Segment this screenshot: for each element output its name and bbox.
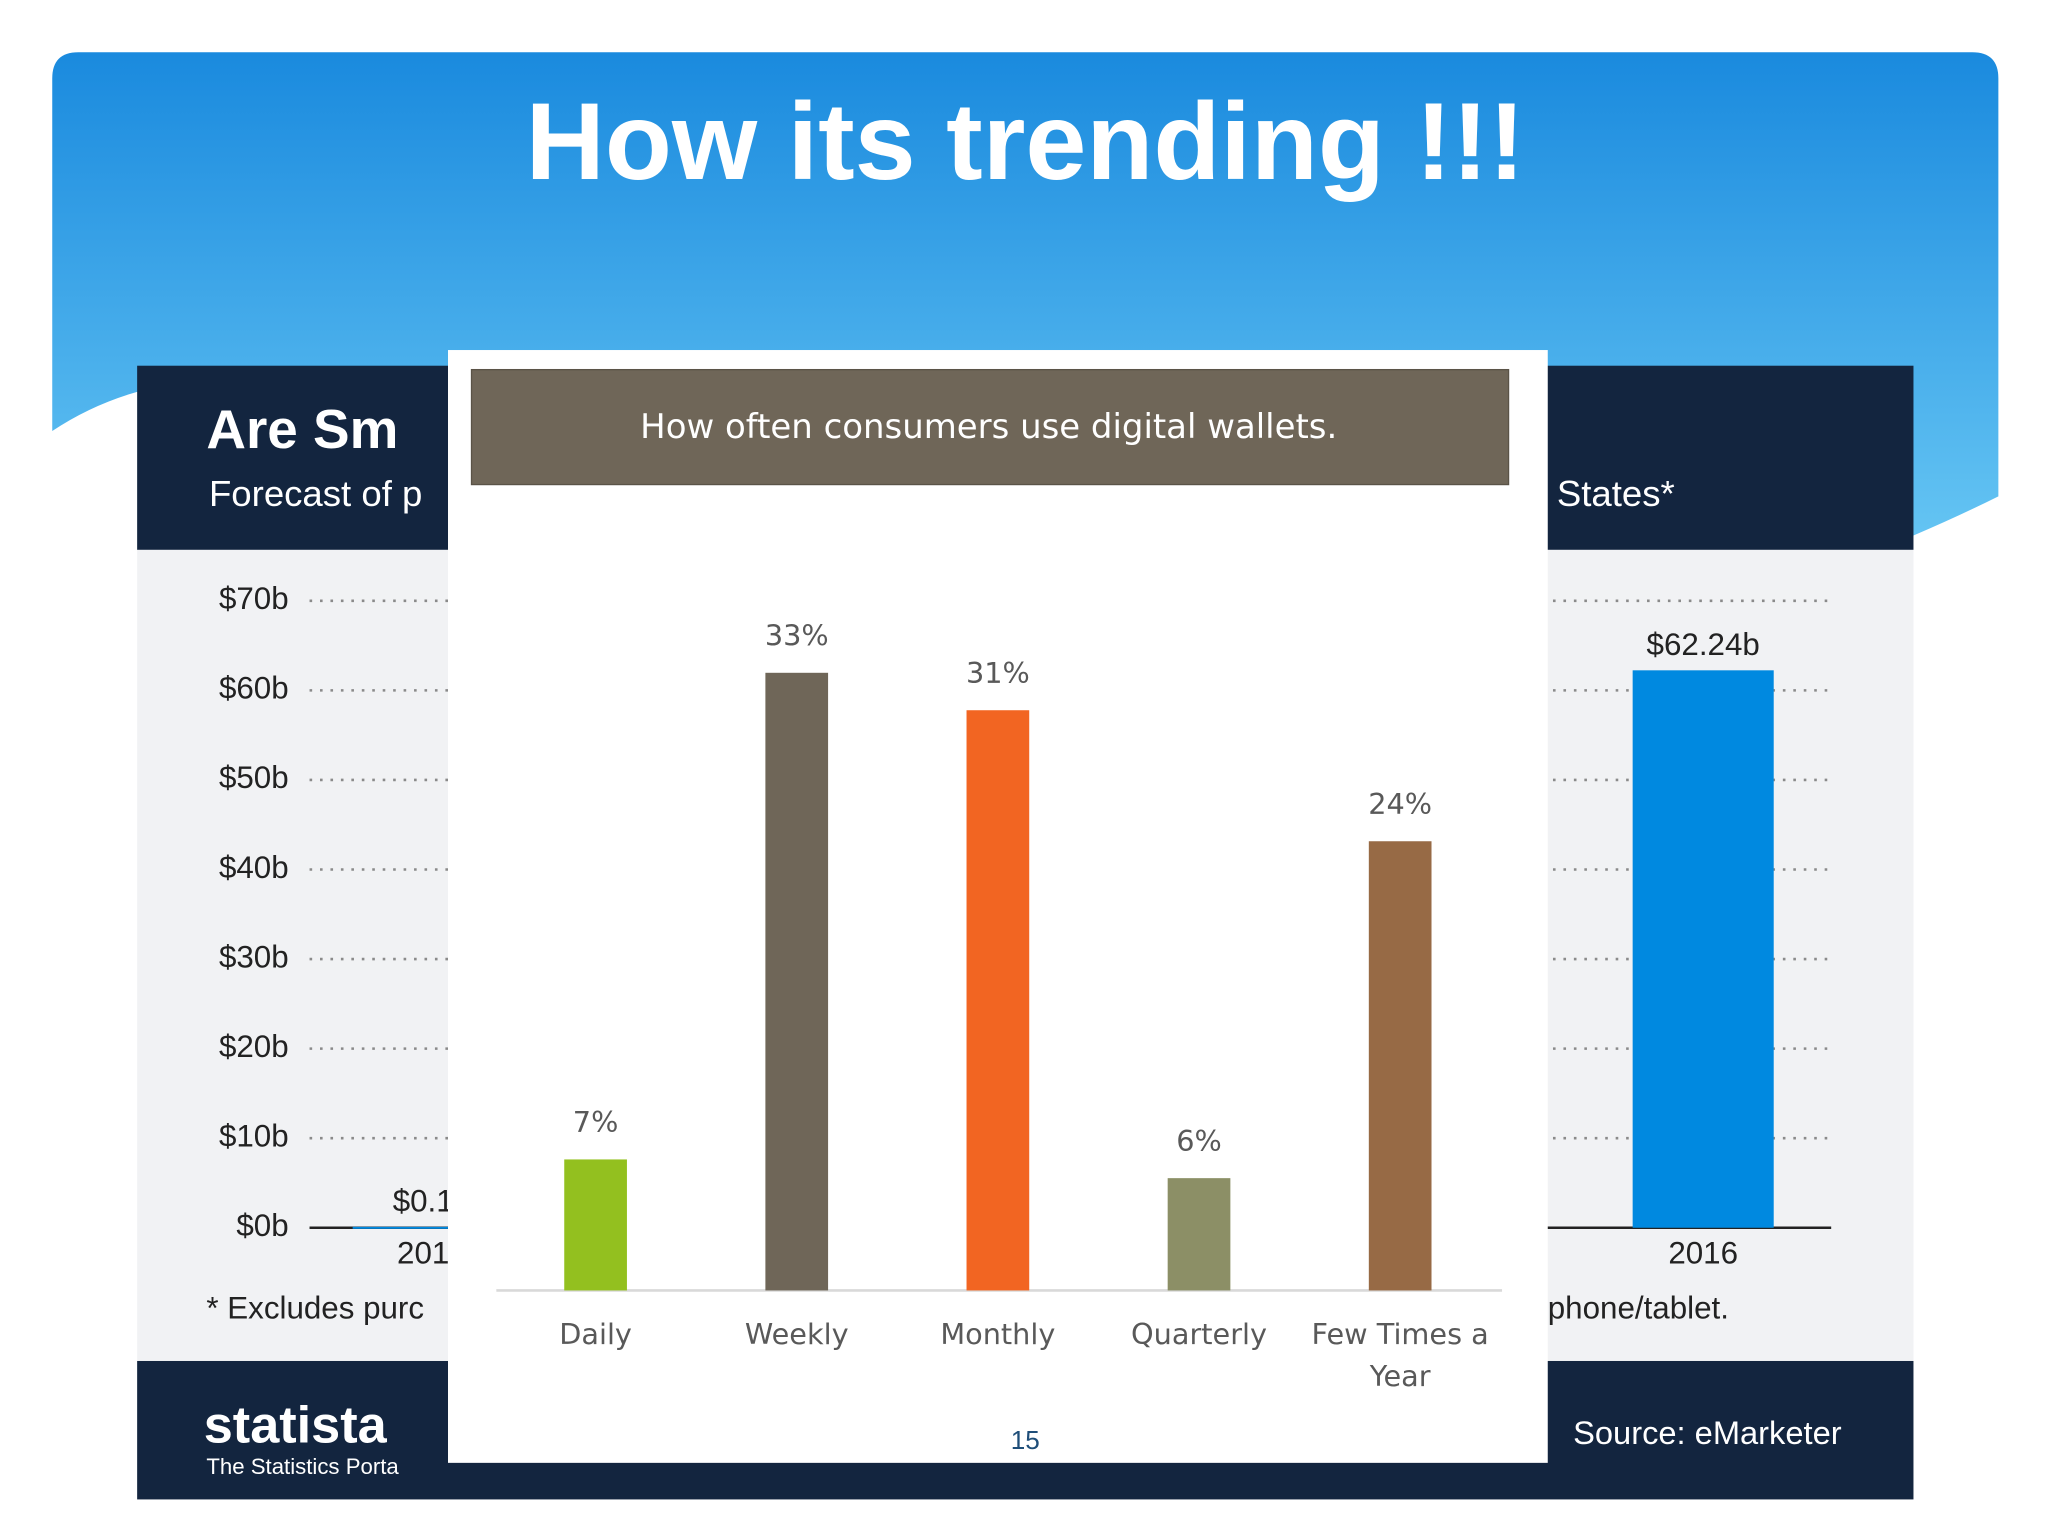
value-label: 7% — [573, 1105, 619, 1139]
footnote: * Excludes purc — [206, 1290, 424, 1325]
bar — [564, 1159, 627, 1291]
y-tick-label: $10b — [219, 1118, 289, 1153]
page-number: 15 — [1011, 1425, 1040, 1455]
bar — [352, 1226, 494, 1229]
x-tick-label: Daily — [559, 1317, 632, 1351]
value-label: 31% — [966, 656, 1030, 690]
brand: statista — [204, 1397, 388, 1455]
bar — [765, 672, 829, 1291]
x-tick-label: Few Times a Year — [1312, 1317, 1489, 1393]
bar — [1632, 670, 1774, 1228]
value-label: $0.1 — [393, 1184, 454, 1219]
x-tick-label: Monthly — [940, 1317, 1055, 1351]
x-tick-label: Weekly — [745, 1317, 849, 1351]
y-tick-label: $0b — [236, 1208, 288, 1243]
slide-title: How its trending !!! — [526, 81, 1525, 203]
chart-subtitle: States* — [1557, 473, 1675, 514]
bar — [1368, 841, 1432, 1291]
value-label: 6% — [1176, 1124, 1222, 1158]
y-tick-label: $20b — [219, 1029, 289, 1064]
x-tick-label: 201 — [397, 1235, 449, 1270]
value-label: $62.24b — [1647, 627, 1760, 662]
x-tick-label: 2016 — [1668, 1235, 1738, 1270]
y-tick-label: $50b — [219, 760, 289, 795]
brand-tagline: The Statistics Porta — [206, 1454, 399, 1479]
value-label: 24% — [1368, 787, 1432, 821]
y-tick-label: $30b — [219, 939, 289, 974]
footnote: phone/tablet. — [1548, 1290, 1729, 1325]
y-tick-label: $40b — [219, 850, 289, 885]
digital-wallet-chart: How often consumers use digital wallets.… — [448, 350, 1548, 1463]
chart-title: Are Sm — [206, 398, 398, 460]
chart-title: How often consumers use digital wallets. — [640, 407, 1337, 447]
bar — [1167, 1178, 1231, 1291]
bar — [966, 710, 1030, 1291]
y-tick-label: $60b — [219, 671, 289, 706]
source: Source: eMarketer — [1573, 1414, 1842, 1451]
value-label: 33% — [765, 619, 829, 653]
x-tick-label: Quarterly — [1131, 1317, 1267, 1351]
chart-title-box — [470, 368, 1510, 486]
chart-subtitle: Forecast of p — [209, 473, 422, 514]
y-tick-label: $70b — [219, 581, 289, 616]
